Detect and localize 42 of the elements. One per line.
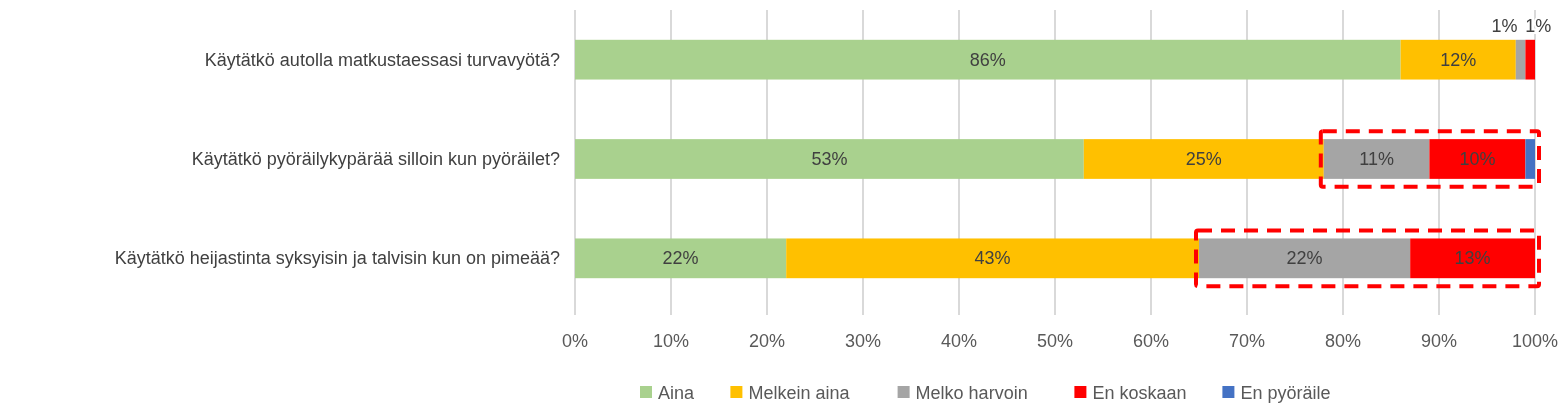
data-label: 25% — [1185, 149, 1222, 169]
data-label: 1% — [1525, 15, 1552, 36]
data-label: 22% — [662, 248, 699, 269]
data-label: 12% — [1440, 49, 1477, 70]
legend-label: En koskaan — [1092, 383, 1187, 403]
y-tick-label: Käytätkö heijastinta syksyisin ja talvisin kun on pimeää? — [114, 248, 560, 269]
legend-label: Melkein aina — [748, 383, 851, 403]
bar — [575, 139, 1084, 179]
x-tick-label: 30% — [844, 331, 882, 351]
y-tick-label: Käytätkö autolla matkustaessasi turvavyötä? — [204, 49, 560, 70]
bar — [1323, 139, 1430, 179]
data-label: 53% — [811, 149, 848, 169]
legend-label: En pyöräile — [1240, 383, 1331, 403]
bar — [1199, 238, 1411, 279]
bar — [575, 238, 787, 279]
x-tick-label: 100% — [1511, 331, 1559, 351]
data-label: 11% — [1359, 149, 1394, 169]
data-label: 22% — [1286, 248, 1323, 269]
x-tick-label: 60% — [1132, 331, 1170, 351]
x-tick-label: 10% — [652, 331, 690, 351]
x-tick-label: 80% — [1324, 331, 1362, 351]
bar — [1525, 39, 1535, 80]
data-label: 1% — [1491, 15, 1518, 36]
bar — [1429, 139, 1526, 179]
bar — [1410, 238, 1535, 279]
data-label: 86% — [969, 49, 1006, 70]
x-tick-label: 20% — [748, 331, 786, 351]
bar — [575, 39, 1401, 80]
data-label: 13% — [1454, 248, 1491, 269]
data-label: 10% — [1459, 149, 1496, 169]
y-tick-label: Käytätkö pyöräilykypärää silloin kun pyöräilet? — [191, 149, 560, 169]
legend-label: Melko harvoin — [915, 383, 1028, 403]
bar — [1515, 39, 1526, 80]
x-tick-label: 0% — [561, 331, 589, 351]
x-tick-label: 90% — [1420, 331, 1458, 351]
data-label: 43% — [974, 248, 1011, 269]
bar — [1525, 139, 1535, 179]
x-tick-label: 70% — [1228, 331, 1266, 351]
bar — [1400, 39, 1516, 80]
x-tick-label: 40% — [940, 331, 978, 351]
x-tick-label: 50% — [1036, 331, 1074, 351]
legend-label: Aina — [658, 383, 696, 403]
